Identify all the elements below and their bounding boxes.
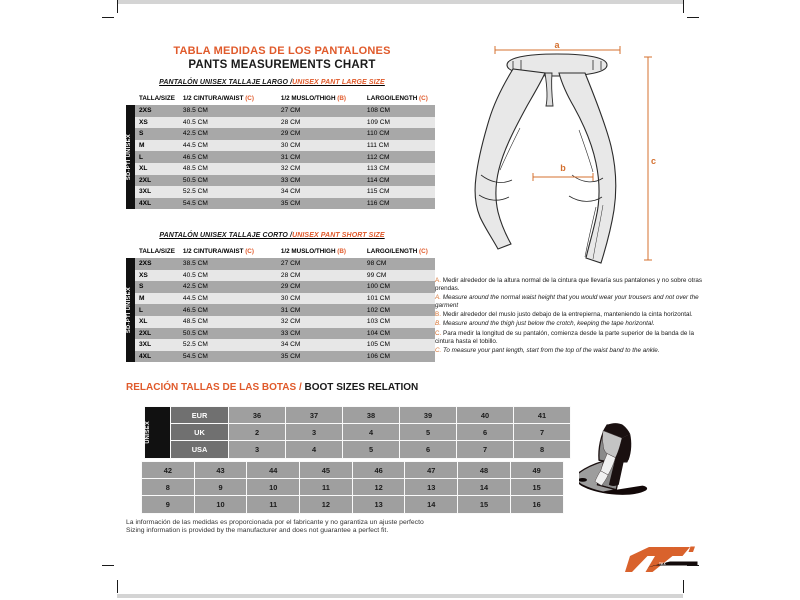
svg-text:TEX: TEX <box>659 562 666 566</box>
svg-text:b: b <box>560 163 566 173</box>
svg-text:a: a <box>554 42 560 50</box>
svg-text:c: c <box>651 156 656 166</box>
